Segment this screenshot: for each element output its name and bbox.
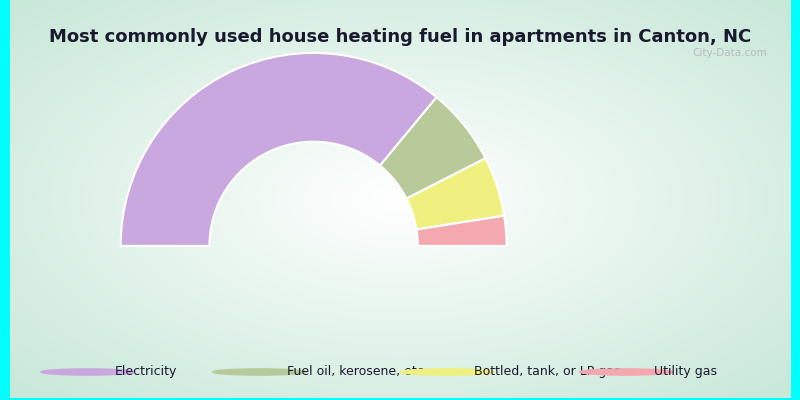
Circle shape [400, 369, 494, 375]
Circle shape [213, 369, 306, 375]
Text: Bottled, tank, or LP gas: Bottled, tank, or LP gas [474, 366, 621, 378]
Wedge shape [380, 97, 486, 198]
Wedge shape [406, 158, 504, 230]
Wedge shape [417, 216, 506, 246]
Text: Fuel oil, kerosene, etc.: Fuel oil, kerosene, etc. [286, 366, 427, 378]
Text: Electricity: Electricity [115, 366, 178, 378]
Text: Most commonly used house heating fuel in apartments in Canton, NC: Most commonly used house heating fuel in… [49, 28, 751, 46]
Wedge shape [121, 53, 437, 246]
Text: Utility gas: Utility gas [654, 366, 717, 378]
Circle shape [41, 369, 134, 375]
Circle shape [579, 369, 674, 375]
Text: City-Data.com: City-Data.com [692, 48, 767, 58]
